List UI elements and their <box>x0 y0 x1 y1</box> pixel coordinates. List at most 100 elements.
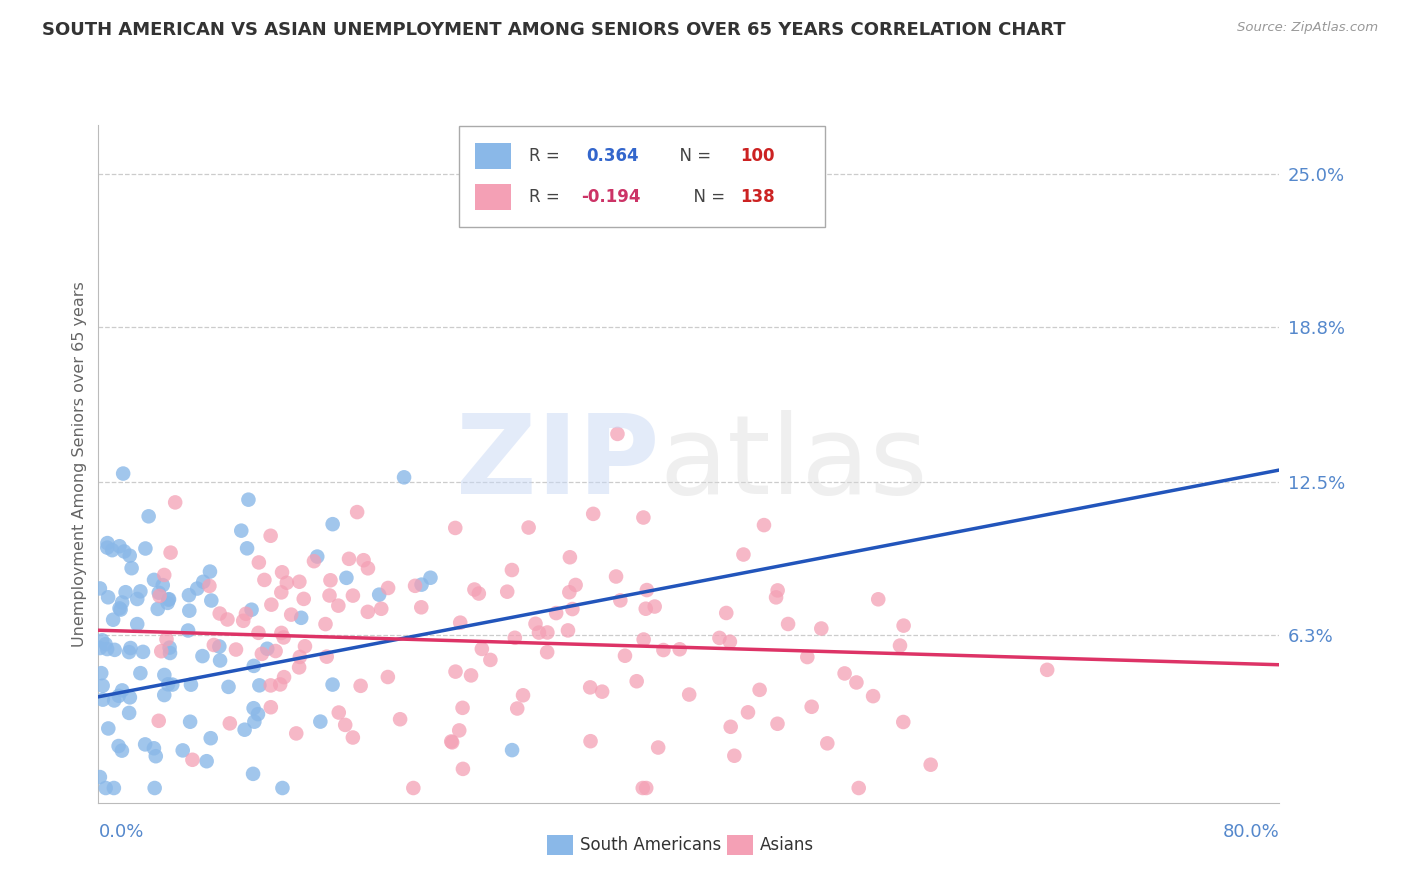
Point <box>271 566 294 580</box>
Point <box>419 571 441 585</box>
Point <box>920 757 942 772</box>
Point <box>404 579 426 593</box>
Point <box>561 602 583 616</box>
Point <box>411 600 433 615</box>
Point <box>134 541 156 556</box>
Point <box>800 699 823 714</box>
Point <box>557 624 579 638</box>
Point <box>294 640 316 654</box>
Point <box>156 596 179 610</box>
Point <box>845 675 868 690</box>
Point <box>440 734 463 748</box>
Point <box>342 731 364 745</box>
Point <box>315 649 337 664</box>
Point <box>264 644 287 658</box>
Point <box>723 748 745 763</box>
FancyBboxPatch shape <box>547 835 574 855</box>
Point <box>209 653 232 667</box>
Point <box>357 605 380 619</box>
Point <box>834 666 856 681</box>
Point <box>260 678 283 692</box>
Point <box>253 573 276 587</box>
Point <box>129 666 152 681</box>
Point <box>893 618 915 632</box>
Point <box>148 589 170 603</box>
Point <box>631 780 654 795</box>
FancyBboxPatch shape <box>475 144 510 169</box>
Point <box>307 549 329 564</box>
Text: 138: 138 <box>740 187 775 206</box>
Point <box>1036 663 1059 677</box>
Point <box>609 593 631 607</box>
Point <box>97 591 120 605</box>
Point <box>796 650 818 665</box>
Point <box>335 571 357 585</box>
Point <box>506 701 529 715</box>
Point <box>517 520 540 534</box>
Point <box>143 780 166 795</box>
Point <box>328 599 350 613</box>
Point <box>328 706 350 720</box>
Point <box>765 591 787 605</box>
Point <box>512 688 534 702</box>
Point <box>118 690 141 705</box>
Point <box>270 626 292 640</box>
Point <box>389 712 412 726</box>
Point <box>148 585 170 599</box>
Point <box>96 541 118 555</box>
Point <box>111 595 134 609</box>
Point <box>132 645 155 659</box>
Point <box>152 578 174 592</box>
Point <box>94 780 117 795</box>
Point <box>634 601 657 615</box>
Text: atlas: atlas <box>659 410 928 517</box>
Point <box>112 544 135 558</box>
Point <box>120 640 142 655</box>
Point <box>177 588 200 602</box>
Point <box>752 518 775 533</box>
Point <box>579 734 602 748</box>
Point <box>127 617 149 632</box>
Text: 0.0%: 0.0% <box>98 823 143 841</box>
Point <box>766 583 789 598</box>
Point <box>242 701 264 715</box>
Point <box>335 718 357 732</box>
Point <box>179 714 201 729</box>
Point <box>142 741 165 756</box>
Point <box>202 638 225 652</box>
Point <box>322 517 344 532</box>
Point <box>157 592 180 607</box>
Point <box>101 543 124 558</box>
Point <box>146 602 169 616</box>
Point <box>110 602 132 616</box>
Point <box>193 574 215 589</box>
Point <box>678 688 700 702</box>
Point <box>579 681 602 695</box>
Point <box>118 645 141 659</box>
Point <box>243 714 266 729</box>
Point <box>451 762 474 776</box>
Point <box>709 631 731 645</box>
Point <box>501 743 523 757</box>
Point <box>479 653 502 667</box>
Point <box>288 574 311 589</box>
Point <box>668 642 690 657</box>
Point <box>815 736 838 750</box>
Text: 100: 100 <box>740 147 775 165</box>
Point <box>496 584 519 599</box>
Point <box>247 678 270 692</box>
Point <box>558 585 581 599</box>
Point <box>157 592 180 607</box>
Point <box>145 749 167 764</box>
Point <box>208 640 231 654</box>
Point <box>260 598 283 612</box>
Point <box>150 644 173 658</box>
Point <box>606 426 628 441</box>
Point <box>165 495 187 509</box>
Point <box>217 612 239 626</box>
Point <box>644 599 666 614</box>
Point <box>243 659 266 673</box>
Point <box>652 643 675 657</box>
Point <box>129 584 152 599</box>
Point <box>91 679 114 693</box>
